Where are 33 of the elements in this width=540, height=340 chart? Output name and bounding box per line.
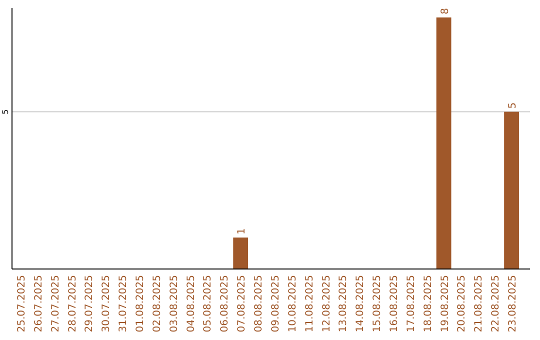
x-tick-label: 20.08.2025 bbox=[456, 275, 468, 332]
x-tick-label: 30.07.2025 bbox=[101, 275, 112, 332]
data-label: 1 bbox=[236, 228, 248, 235]
x-tick-label: 04.08.2025 bbox=[186, 275, 197, 332]
x-tick-label: 10.08.2025 bbox=[287, 275, 298, 332]
x-tick-label: 14.08.2025 bbox=[355, 275, 366, 332]
x-tick-label: 02.08.2025 bbox=[152, 275, 163, 332]
x-tick-label: 16.08.2025 bbox=[389, 275, 400, 332]
x-tick-label: 17.08.2025 bbox=[406, 275, 417, 332]
x-tick-label: 25.07.2025 bbox=[16, 275, 28, 332]
x-tick-label: 12.08.2025 bbox=[321, 275, 332, 332]
x-tick-label: 29.07.2025 bbox=[84, 275, 96, 332]
x-tick-label: 13.08.2025 bbox=[338, 275, 350, 332]
x-tick-label: 21.08.2025 bbox=[474, 275, 485, 332]
x-tick-label: 22.08.2025 bbox=[490, 275, 502, 332]
data-label: 8 bbox=[440, 8, 451, 14]
x-tick-label: 28.07.2025 bbox=[67, 275, 78, 332]
x-tick-label: 06.08.2025 bbox=[220, 275, 231, 332]
x-tick-label: 08.08.2025 bbox=[254, 275, 265, 332]
x-tick-label: 01.08.2025 bbox=[135, 275, 146, 332]
x-tick-label: 15.08.2025 bbox=[372, 275, 384, 332]
x-tick-label: 31.07.2025 bbox=[118, 275, 130, 332]
x-tick-label: 05.08.2025 bbox=[202, 275, 214, 332]
x-tick-label: 18.08.2025 bbox=[422, 275, 434, 332]
x-tick-label: 19.08.2025 bbox=[440, 275, 451, 332]
x-tick-label: 23.08.2025 bbox=[508, 275, 519, 332]
x-tick-label: 03.08.2025 bbox=[168, 275, 180, 332]
data-label: 5 bbox=[508, 102, 519, 109]
x-tick-label: 11.08.2025 bbox=[304, 275, 316, 332]
x-tick-label: 07.08.2025 bbox=[236, 275, 248, 332]
x-tick-label: 09.08.2025 bbox=[270, 275, 282, 332]
x-tick-label: 26.07.2025 bbox=[33, 275, 44, 332]
x-tick-label: 27.07.2025 bbox=[50, 275, 62, 332]
